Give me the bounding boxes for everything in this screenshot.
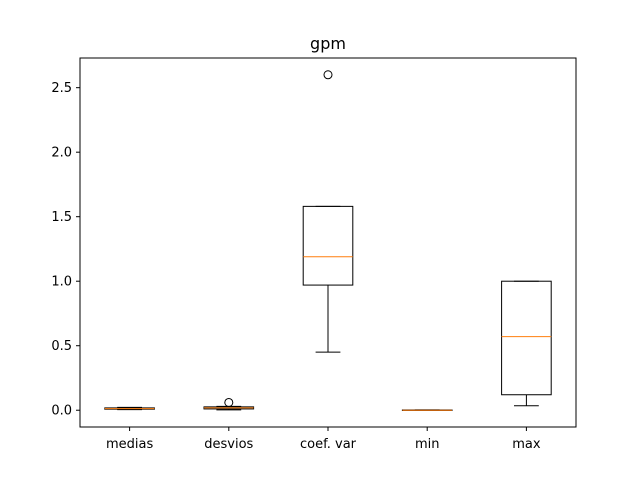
outlier-point <box>224 397 234 407</box>
x-tick-label: medias <box>106 437 153 452</box>
chart-title: gpm <box>310 34 346 53</box>
outlier-point <box>323 70 333 80</box>
box-iqr <box>302 205 354 286</box>
x-tick-label: min <box>415 437 440 452</box>
y-tick-label: 1.5 <box>51 210 72 225</box>
box-iqr <box>501 280 552 396</box>
plot-area: 0.0 0.5 1.0 1.5 2.0 2.5 medias desvios coef. var… <box>51 70 552 452</box>
x-tick-label: desvios <box>204 437 253 452</box>
y-tick-label: 2.0 <box>51 146 72 161</box>
y-tick-label: 1.0 <box>51 275 72 290</box>
y-tick-label: 0.0 <box>51 404 72 419</box>
x-tick-label: coef. var <box>300 437 357 452</box>
axes-frame <box>79 57 577 428</box>
y-tick-label: 2.5 <box>51 81 72 96</box>
y-tick-label: 0.5 <box>51 339 72 354</box>
x-tick-label: max <box>512 437 541 452</box>
